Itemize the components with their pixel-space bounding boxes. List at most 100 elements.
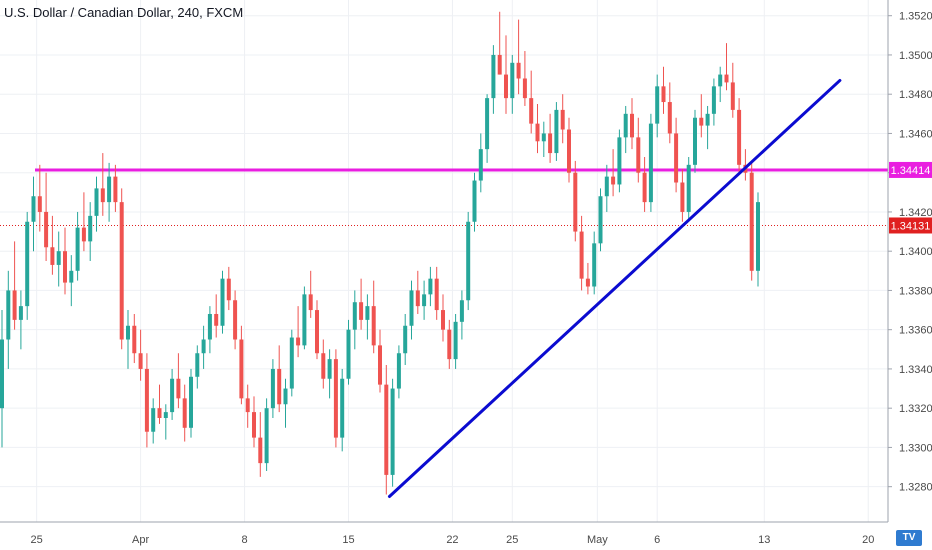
candle-body — [510, 62, 515, 99]
candle-body — [541, 133, 546, 142]
candle-body — [491, 54, 496, 99]
candle-body — [730, 82, 735, 110]
candle-body — [409, 290, 414, 326]
candle-body — [453, 321, 458, 360]
candle-body — [44, 211, 49, 248]
horizontal-lines — [0, 168, 888, 226]
candle-body — [126, 325, 130, 340]
candle-body — [504, 74, 508, 99]
candle-body — [737, 109, 742, 165]
candle-body — [403, 325, 408, 354]
candle-body — [573, 172, 578, 232]
candle-body — [321, 353, 326, 379]
price-badge — [889, 161, 932, 178]
candle-body — [277, 368, 282, 405]
candle-body — [636, 137, 641, 173]
y-tick-label: 1.34600 — [899, 128, 932, 140]
candle-body — [113, 176, 118, 203]
candle-body — [390, 388, 395, 475]
candle-body — [585, 278, 590, 287]
candle-body — [100, 188, 105, 203]
tradingview-logo-icon[interactable]: TV — [896, 530, 922, 546]
candle-body — [472, 180, 477, 222]
time-axis[interactable]: 25 Apr 8 15 22 25 May 6 13 20 — [0, 521, 888, 546]
candle-body — [182, 398, 187, 428]
candle-body — [567, 129, 571, 173]
price-badges: 1.34414 1.34131 — [889, 161, 932, 234]
candle-body — [157, 408, 162, 418]
candle-body — [195, 353, 200, 377]
candle-body — [88, 215, 93, 242]
candle-body — [18, 306, 23, 320]
price-badge-label: 1.34131 — [891, 220, 931, 232]
candle-body — [365, 306, 370, 320]
candle-body — [529, 98, 534, 124]
candle-body — [648, 123, 653, 203]
x-tick-label: 8 — [241, 534, 247, 546]
candle-body — [352, 302, 357, 330]
price-axis[interactable]: 1.32800 1.33000 1.33200 1.33400 1.33600 1.338… — [887, 0, 932, 522]
y-tick-label: 1.34000 — [899, 246, 932, 258]
candle-body — [56, 251, 61, 265]
candle-body — [252, 412, 256, 438]
candle-body — [478, 149, 483, 181]
y-tick-label: 1.33800 — [899, 285, 932, 297]
chart-title: U.S. Dollar / Canadian Dollar, 240, FXCM — [4, 5, 244, 20]
candle-body — [0, 339, 4, 409]
candle-body — [630, 113, 634, 138]
candle-body — [749, 172, 754, 271]
x-tick-label: 13 — [758, 534, 770, 546]
candle-body — [548, 133, 553, 154]
candle-body — [170, 378, 175, 413]
y-tick-label: 1.33000 — [899, 442, 932, 454]
candle-body — [233, 300, 238, 340]
x-tick-label: May — [587, 534, 608, 546]
candle-body — [94, 188, 99, 216]
candle-body — [711, 86, 716, 114]
candle-body — [661, 86, 666, 103]
candle-body — [434, 278, 439, 311]
x-tick-label: 25 — [31, 534, 43, 546]
candle-body — [560, 109, 565, 130]
candle-body — [680, 182, 685, 212]
candle-body — [441, 310, 445, 330]
candle-body — [258, 437, 263, 464]
candle-body — [535, 123, 540, 142]
candle-body — [239, 339, 244, 399]
x-tick-label: 22 — [446, 534, 458, 546]
candle-body — [163, 412, 168, 418]
candle-body — [296, 337, 301, 346]
candle-body — [598, 196, 603, 244]
y-tick-label: 1.33200 — [899, 403, 932, 415]
candle-body — [151, 408, 156, 432]
candle-body — [31, 196, 36, 222]
candle-body — [283, 388, 288, 405]
candle-body — [245, 398, 250, 413]
candle-body — [642, 172, 647, 203]
candle-body — [756, 202, 760, 271]
candle-body — [705, 113, 710, 126]
candle-body — [686, 164, 691, 212]
candle-body — [384, 384, 389, 475]
candle-body — [459, 300, 464, 322]
candle-body — [693, 117, 697, 165]
candle-body — [69, 270, 74, 283]
candle-body — [81, 227, 86, 242]
candle-body — [617, 137, 622, 185]
candle-body — [119, 202, 124, 340]
candle-body — [289, 337, 294, 389]
candle-body — [132, 325, 137, 354]
candle-body — [655, 86, 660, 124]
candle-body — [466, 221, 471, 301]
x-tick-label: 25 — [506, 534, 518, 546]
candle-body — [138, 353, 143, 369]
candle-body — [396, 353, 401, 389]
x-tick-label: 6 — [654, 534, 660, 546]
candle-body — [611, 176, 616, 185]
candle-body — [63, 251, 67, 283]
candle-body — [107, 176, 112, 203]
y-tick-label: 1.34200 — [899, 207, 932, 219]
candle-body — [37, 196, 42, 212]
candle-body — [724, 74, 729, 83]
